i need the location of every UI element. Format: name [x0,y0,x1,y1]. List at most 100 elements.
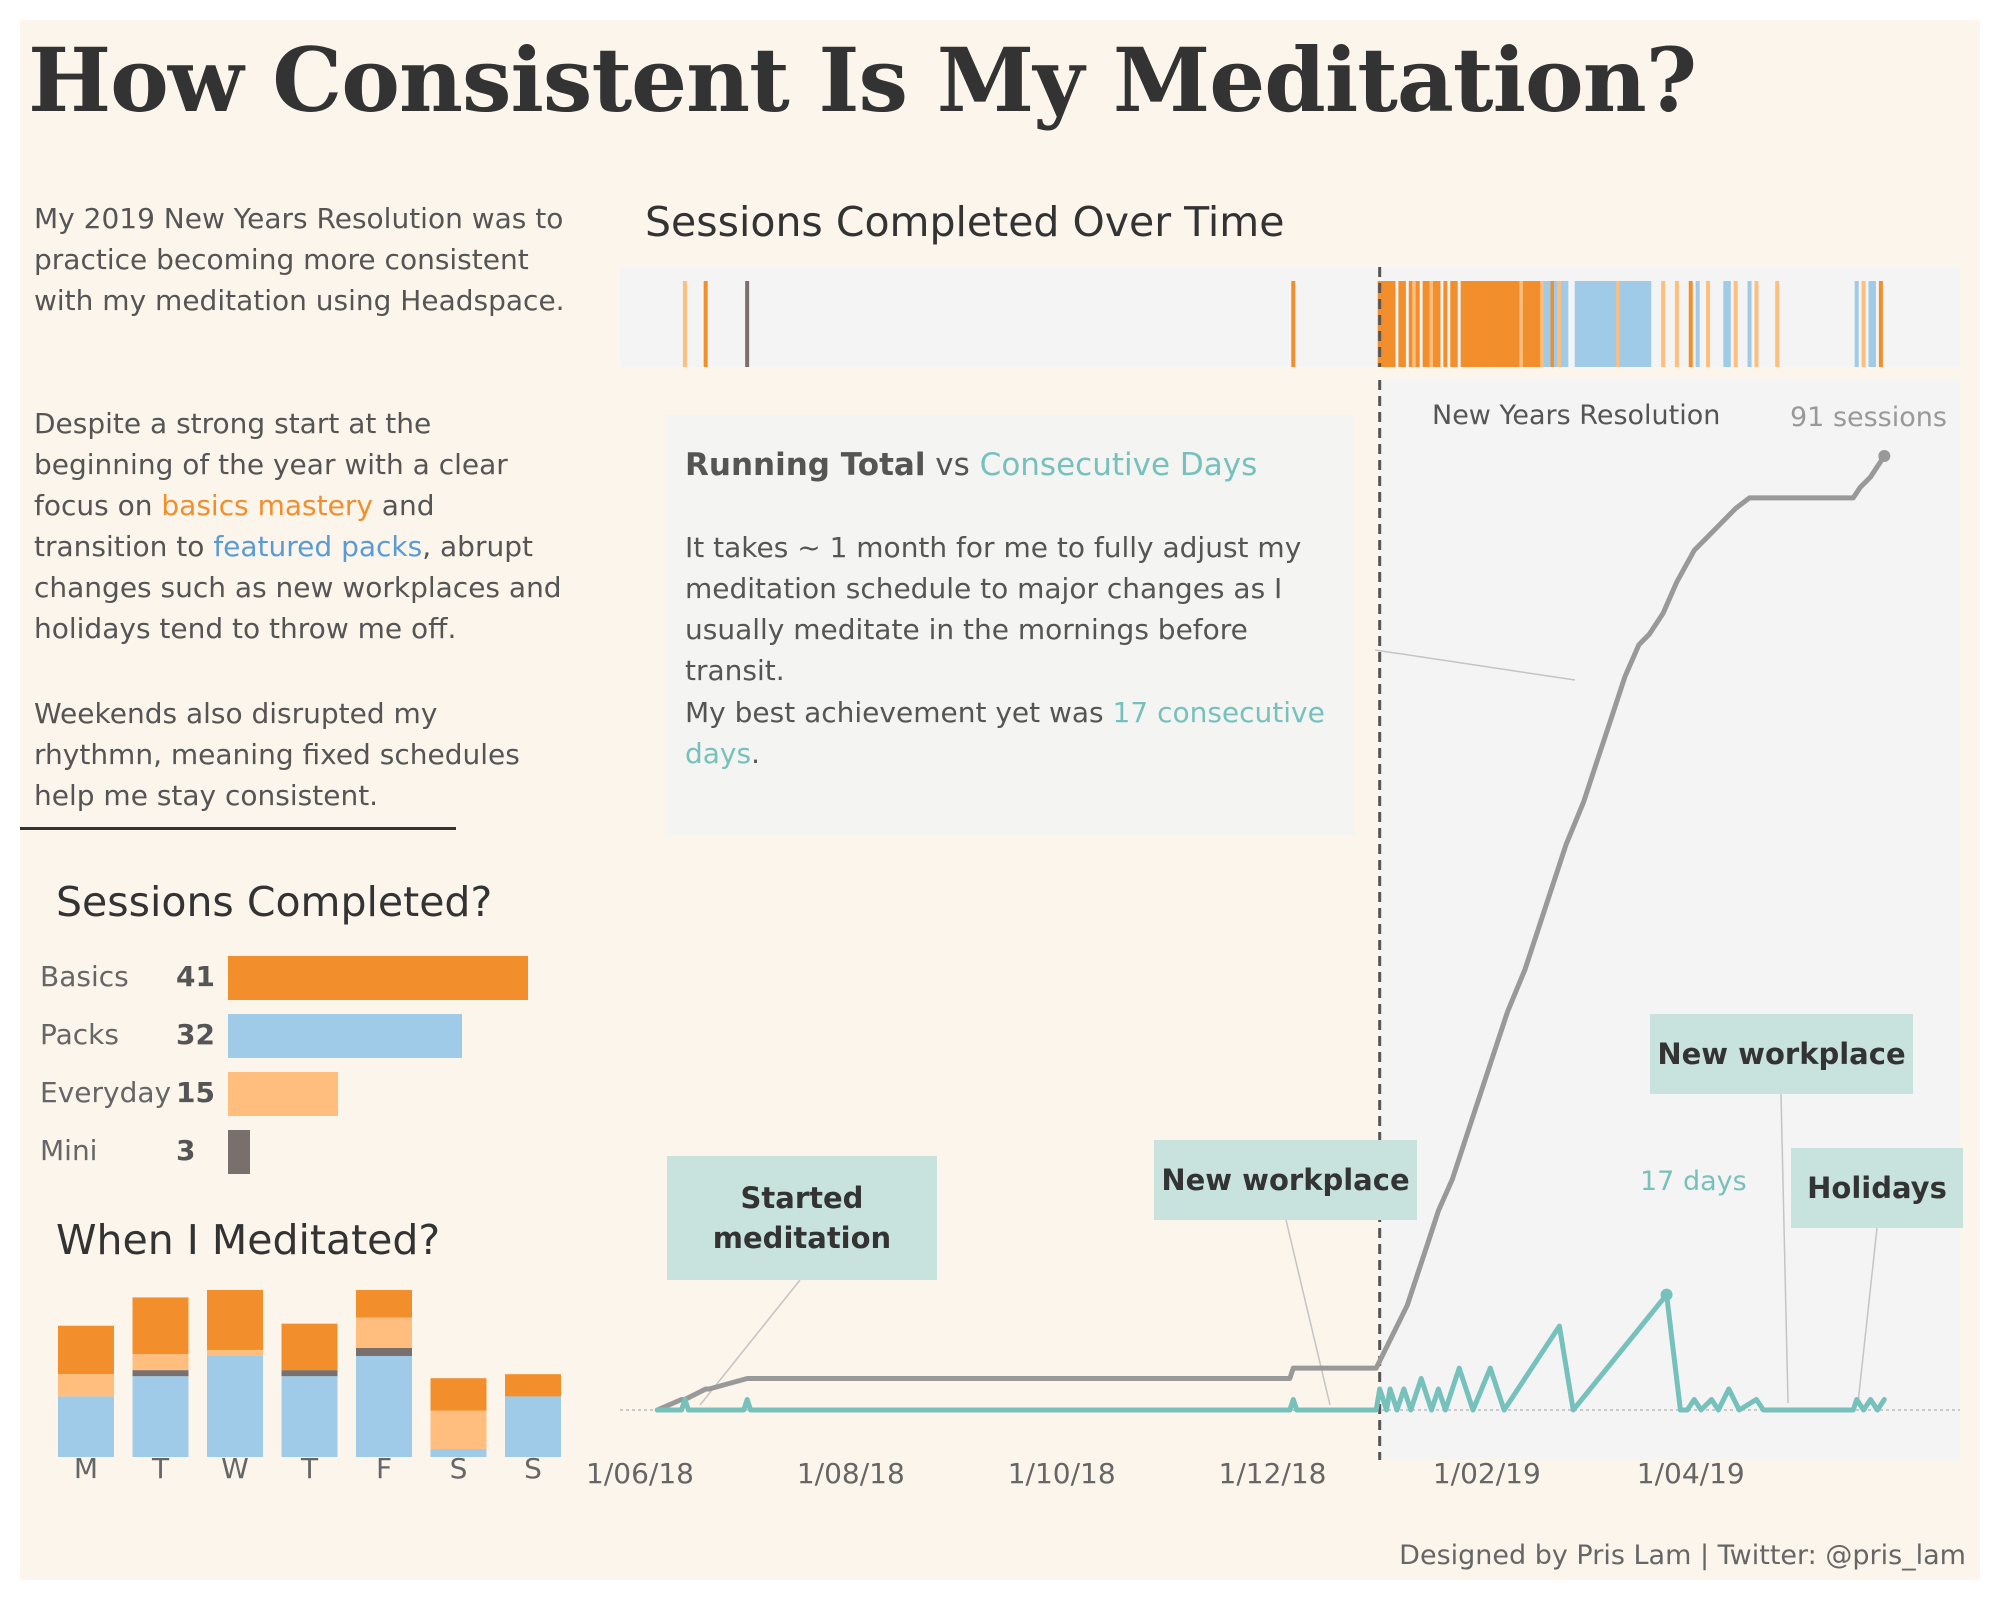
timeline-session-29 [1481,281,1486,367]
weekday-bar-3-everyday [207,1349,263,1356]
sessions-value-everyday: 15 [176,1076,215,1109]
timeline-session-57 [1585,281,1590,367]
sessions-completed-title: Sessions Completed? [56,878,493,926]
weekday-label-6: S [449,1452,468,1485]
intro-p2-text-c: and transition to [34,489,435,563]
best-streak-label: 17 days [1640,1166,1747,1197]
x-tick-4: 1/12/18 [1218,1457,1327,1490]
best-achievement-text: My best achievement yet was [685,696,1113,729]
sessions-label-everyday: Everyday [40,1076,172,1109]
weekday-label-4: T [300,1452,319,1485]
running-total-end-point [1878,450,1891,462]
info-box-paragraph-2: My best achievement yet was 17 consecuti… [685,692,1335,774]
weekday-bar-3-basics [207,1290,263,1350]
weekday-bar-6-packs [430,1448,487,1457]
featured-packs-highlight: featured packs [213,530,423,563]
weekday-bar-6-basics [430,1378,487,1411]
intro-paragraph-3: Weekends also disrupted my rhythmn, mean… [34,697,520,812]
timeline-session-43 [1529,281,1534,367]
timeline-session-9 [1391,281,1396,367]
x-tick-5: 1/02/19 [1432,1457,1541,1490]
timeline-session-71 [1633,281,1638,367]
running-total-line [654,453,1887,1413]
weekday-bar-1-everyday [58,1374,114,1397]
footer-credit: Designed by Pris Lam | Twitter: @pris_la… [1399,1540,1966,1571]
weekday-bar-2-mini [132,1370,189,1377]
timeline-session-17 [1429,281,1434,367]
timeline-session-87 [1854,281,1859,367]
annotation-leader-2 [1285,1219,1331,1406]
timeline-session-20 [1443,281,1448,367]
timeline-session-86 [1775,281,1780,367]
timeline-session-73 [1640,281,1645,367]
timeline-session-45 [1536,281,1541,367]
weekday-stacked-bar-chart [58,1290,561,1457]
running-total-label: Running Total [685,447,926,483]
intro-p2-text-a: Despite a strong start at the beginning … [34,407,508,522]
annotation-started-meditation: Started meditation [667,1156,937,1280]
weekday-label-1: M [73,1452,99,1485]
intro-paragraph-2: Despite a strong start at the beginning … [34,403,574,649]
timeline-session-69 [1626,281,1631,367]
x-tick-2: 1/08/18 [796,1457,905,1490]
timeline-session-44 [1533,281,1538,367]
timeline-session-15 [1422,281,1427,367]
x-tick-6: 1/04/19 [1636,1457,1745,1490]
timeline-session-6 [1381,281,1386,367]
consecutive-days-label: Consecutive Days [979,447,1258,483]
timeline-session-35 [1502,281,1507,367]
timeline-session-46 [1540,281,1545,367]
new-years-resolution-label: New Years Resolution [1432,400,1721,431]
timeline-session-8 [1388,281,1393,367]
timeline-session-80 [1706,281,1711,367]
timeline-session-56 [1581,281,1586,367]
timeline-session-36 [1505,281,1510,367]
weekday-bar-2-basics [132,1297,189,1354]
timeline-session-33 [1495,281,1500,367]
annotation-leader-1 [699,1279,801,1406]
annotation-leader-4 [1857,1227,1878,1404]
post-resolution-background [1379,380,1960,1460]
timeline-session-19 [1436,281,1441,367]
timeline-session-91 [1878,281,1883,367]
sessions-label-mini: Mini [40,1134,98,1167]
timeline-session-58 [1588,281,1593,367]
timeline-session-21 [1450,281,1455,367]
timeline-session-66 [1616,281,1621,367]
info-box-paragraph-1: It takes ~ 1 month for me to fully adjus… [685,531,1302,687]
weekday-label-2: T [151,1452,170,1485]
timeline-session-62 [1602,281,1607,367]
consecutive-days-line [654,1292,1887,1413]
timeline-session-50 [1553,281,1558,367]
timeline-session-84 [1747,281,1752,367]
timeline-session-2 [703,281,708,367]
timeline-session-27 [1474,281,1479,367]
weekday-label-3: W [221,1452,249,1485]
timeline-session-61 [1598,281,1603,367]
when-meditated-title: When I Meditated? [56,1216,441,1264]
timeline-session-54 [1574,281,1579,367]
timeline-session-11 [1401,281,1406,367]
timeline-session-3 [745,281,750,367]
timeline-session-48 [1547,281,1552,367]
timeline-title: Sessions Completed Over Time [645,198,1285,246]
timeline-session-31 [1488,281,1493,367]
weekday-bar-1-basics [58,1325,114,1375]
annotation-new-workplace-2: New workplace [1650,1014,1913,1094]
timeline-session-34 [1498,281,1503,367]
timeline-session-28 [1477,281,1482,367]
weekday-bar-5-basics [356,1290,412,1318]
timeline-session-13 [1412,281,1417,367]
timeline-session-77 [1674,281,1679,367]
timeline-session-23 [1460,281,1465,367]
timeline-session-4 [1291,281,1296,367]
timeline-session-41 [1522,281,1527,367]
timeline-session-82 [1726,281,1731,367]
weekday-bar-7-basics [505,1374,561,1397]
weekday-bar-4-packs [281,1376,338,1457]
sessions-value-basics: 41 [176,960,215,993]
annotation-leader-3 [1780,1093,1789,1404]
timeline-session-39 [1515,281,1520,367]
timeline-session-85 [1754,281,1759,367]
timeline-session-51 [1557,281,1562,367]
